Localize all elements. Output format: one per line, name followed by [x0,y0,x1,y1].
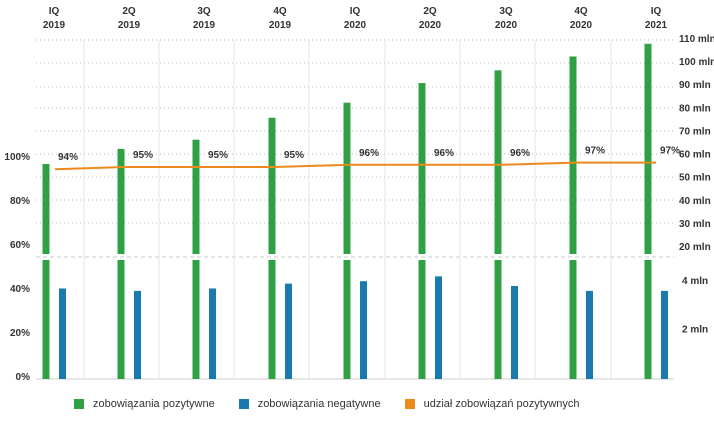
left-axis-tick: 20% [10,328,30,339]
legend-item-negative: zobowiązania negatywne [238,398,381,410]
bar-negative [285,283,292,379]
left-axis-tick: 0% [16,372,31,383]
bar-positive-lower [268,260,276,379]
legend-label-share: udział zobowiązań pozytywnych [423,398,580,410]
bar-positive-lower [569,260,577,379]
left-axis-tick: 80% [10,196,30,207]
category-label-quarter: 3Q [197,6,211,17]
right-axis-tick: 90 mln [679,80,711,91]
category-label-year: 2021 [645,20,668,31]
category-label-quarter: 4Q [273,6,287,17]
right-axis-tick: 40 mln [679,196,711,207]
share-label: 95% [133,150,153,161]
bar-positive-upper [343,102,351,254]
bar-negative [435,276,442,379]
chart-legend: zobowiązania pozytywne zobowiązania nega… [74,398,604,410]
category-label-quarter: 2Q [122,6,136,17]
category-label-year: 2019 [193,20,216,31]
bar-negative [134,290,141,379]
left-axis-tick: 60% [10,240,30,251]
right-axis-tick: 70 mln [679,126,711,137]
bar-positive-upper [42,163,50,254]
category-label-quarter: 4Q [574,6,588,17]
right-axis-tick: 4 mln [682,276,708,287]
category-label-quarter: 3Q [499,6,513,17]
right-axis-tick: 60 mln [679,150,711,161]
bar-positive-lower [42,260,50,379]
share-line [54,161,656,171]
right-axis-tick: 2 mln [682,325,708,336]
share-label: 94% [58,152,78,163]
category-label-year: 2020 [344,20,367,31]
bar-negative [360,281,367,379]
category-label-year: 2019 [43,20,66,31]
legend-item-share: udział zobowiązań pozytywnych [404,398,580,410]
bar-positive-lower [494,260,502,379]
right-axis-tick: 50 mln [679,173,711,184]
bar-positive-lower [343,260,351,379]
category-label-year: 2020 [495,20,518,31]
bar-negative [59,288,66,379]
bar-positive-lower [644,260,652,379]
category-label-quarter: IQ [651,6,662,17]
share-label: 95% [208,150,228,161]
bar-positive-upper [418,83,426,254]
legend-swatch-positive [74,399,84,409]
share-label: 96% [359,148,379,159]
legend-swatch-share [404,399,415,409]
share-label: 96% [434,148,454,159]
right-axis-tick: 100 mln [679,57,714,68]
right-axis-tick: 30 mln [679,219,711,230]
right-axis-tick: 20 mln [679,242,711,253]
category-label-quarter: IQ [49,6,60,17]
bar-positive-lower [117,260,125,379]
bar-positive-upper [117,148,125,254]
left-axis-tick: 100% [4,152,30,163]
legend-swatch-negative [238,399,249,409]
category-label-quarter: 2Q [423,6,437,17]
left-axis-tick: 40% [10,284,30,295]
category-label-quarter: IQ [350,6,361,17]
bar-positive-upper [192,139,200,254]
share-label: 96% [510,148,530,159]
bar-negative [209,288,216,379]
right-axis-tick: 80 mln [679,103,711,114]
legend-label-positive: zobowiązania pozytywne [93,398,215,410]
share-label: 97% [660,146,680,157]
share-label: 97% [585,146,605,157]
category-label-year: 2019 [118,20,141,31]
category-label-year: 2020 [570,20,593,31]
bar-negative [511,286,518,379]
right-axis-tick: 110 mln [679,34,714,45]
bar-positive-lower [418,260,426,379]
category-label-year: 2020 [419,20,442,31]
legend-item-positive: zobowiązania pozytywne [74,398,215,410]
bar-negative [661,290,668,379]
bar-positive-upper [494,70,502,254]
bar-negative [586,290,593,379]
share-label: 95% [284,150,304,161]
bar-positive-upper [644,43,652,255]
category-label-year: 2019 [269,20,292,31]
bar-positive-upper [569,56,577,254]
legend-label-negative: zobowiązania negatywne [257,398,381,410]
bar-positive-upper [268,117,276,254]
bar-positive-lower [192,260,200,379]
